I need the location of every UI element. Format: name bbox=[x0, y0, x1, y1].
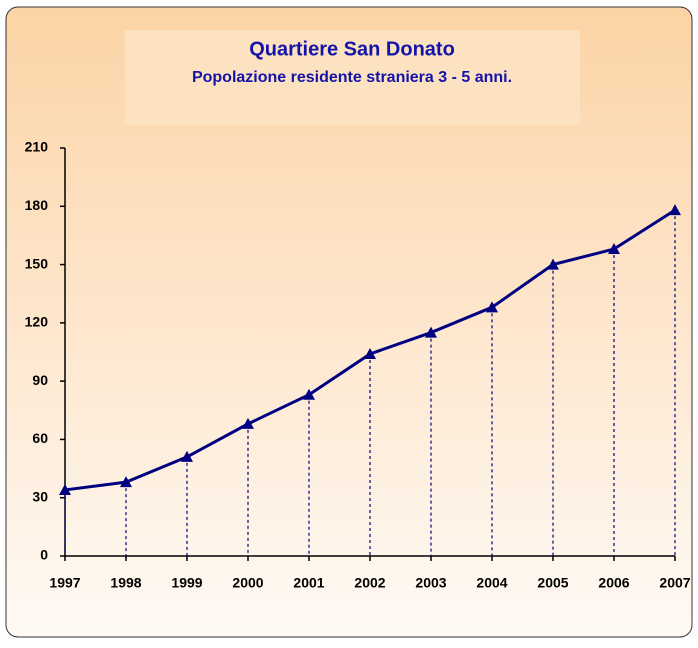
y-tick-label: 120 bbox=[25, 314, 49, 330]
x-tick-label: 1998 bbox=[110, 575, 141, 591]
x-tick-label: 2003 bbox=[415, 575, 446, 591]
marker bbox=[669, 204, 681, 216]
marker bbox=[608, 243, 620, 255]
marker bbox=[242, 417, 254, 429]
x-tick-label: 1997 bbox=[49, 575, 80, 591]
x-tick-label: 2000 bbox=[232, 575, 263, 591]
x-tick-label: 2005 bbox=[537, 575, 568, 591]
marker bbox=[181, 450, 193, 462]
marker bbox=[303, 388, 315, 400]
y-tick-label: 30 bbox=[32, 488, 48, 504]
x-tick-label: 2006 bbox=[598, 575, 629, 591]
x-tick-label: 2002 bbox=[354, 575, 385, 591]
y-tick-label: 90 bbox=[32, 372, 48, 388]
y-tick-label: 0 bbox=[40, 547, 48, 563]
x-tick-label: 2001 bbox=[293, 575, 324, 591]
x-tick-label: 2007 bbox=[659, 575, 690, 591]
marker bbox=[547, 258, 559, 270]
marker bbox=[59, 483, 71, 495]
y-tick-label: 150 bbox=[25, 255, 49, 271]
x-tick-label: 1999 bbox=[171, 575, 202, 591]
chart-background bbox=[5, 6, 693, 638]
marker bbox=[486, 301, 498, 313]
marker bbox=[364, 347, 376, 359]
y-tick-label: 180 bbox=[25, 197, 49, 213]
marker bbox=[120, 476, 132, 488]
y-tick-label: 60 bbox=[32, 430, 48, 446]
chart-title: Quartiere San Donato bbox=[249, 38, 455, 60]
marker bbox=[425, 326, 437, 338]
chart-subtitle: Popolazione residente straniera 3 - 5 an… bbox=[192, 69, 512, 86]
y-tick-label: 210 bbox=[25, 139, 49, 155]
title-box bbox=[125, 30, 580, 125]
x-tick-label: 2004 bbox=[476, 575, 507, 591]
